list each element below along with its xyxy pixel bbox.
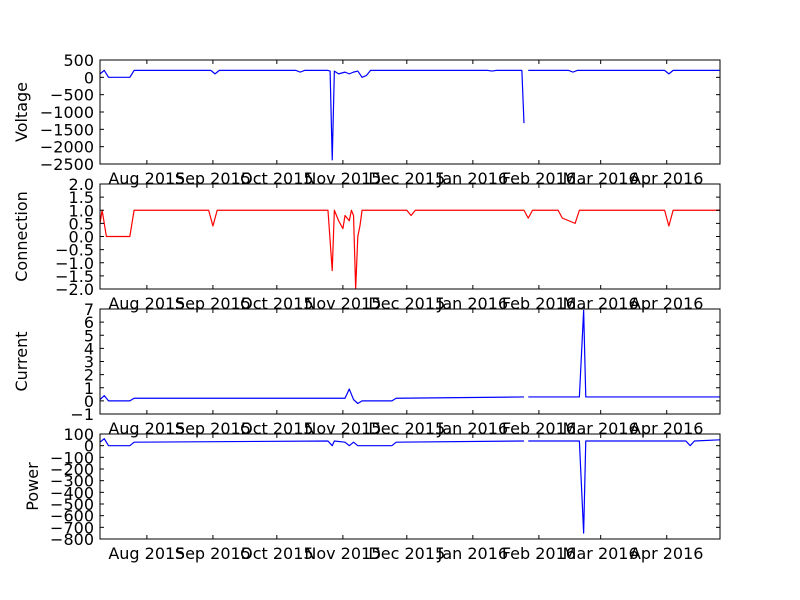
ytick-label: 100 [63,425,94,444]
ytick-label: 0 [84,68,94,87]
ytick-label: 2 [84,366,94,385]
xtick-label: Apr 2016 [630,544,703,563]
xtick-label: Oct 2015 [240,544,313,563]
ylabel-voltage: Voltage [12,82,31,142]
ytick-label: 500 [63,51,94,70]
xtick-label: Dec 2015 [368,544,445,563]
subplot-power: 1000−100−200−300−400−500−600−700−800 Aug … [23,425,721,563]
xtick-label: Apr 2016 [630,169,703,188]
ytick-label: 2.0 [69,175,94,194]
ytick-label: 0.0 [69,228,94,247]
ytick-label: 4 [84,339,94,358]
xtick-label: Dec 2015 [368,169,445,188]
xtick-label: Apr 2016 [630,419,703,438]
ytick-label: −200 [50,460,94,479]
series-line-current-segment-0 [100,388,524,405]
ytick-label: −400 [50,483,94,502]
xtick-label: Aug 2015 [108,419,185,438]
ytick-label: −0.5 [55,241,94,260]
ytick-label: 5 [84,326,94,345]
xtick-label: Sep 2015 [175,544,251,563]
xtick-label: Sep 2015 [175,169,251,188]
ytick-label: −300 [50,472,94,491]
xtick-label: Mar 2016 [563,544,639,563]
ytick-label: −500 [50,495,94,514]
series-line-power-segment-0 [100,438,524,447]
xtick-label: Feb 2016 [502,294,576,313]
ytick-label: −700 [50,518,94,537]
axes-frame [99,59,721,165]
subplot-connection: 2.01.51.00.50.0−0.5−1.0−1.5−2.0 Aug 2015S… [12,175,721,313]
ylabel-power: Power [23,462,42,511]
xtick-label: Jan 2016 [437,294,508,313]
xtick-label: Apr 2016 [630,294,703,313]
xtick-label: Nov 2015 [304,419,381,438]
xtick-label: Feb 2016 [502,544,576,563]
xtick-label: Sep 2015 [175,294,251,313]
ytick-label: 1.5 [69,188,94,207]
xtick-label: Feb 2016 [502,169,576,188]
ytick-label: −500 [50,86,94,105]
ytick-label: −1.0 [55,254,94,273]
ytick-label: −1.5 [55,267,94,286]
ytick-label: 0 [84,392,94,411]
xtick-label: Aug 2015 [108,294,185,313]
ytick-label: −1 [70,405,94,424]
xtick-label: Jan 2016 [437,419,508,438]
ytick-label: 1.0 [69,201,94,220]
xtick-label: Aug 2015 [108,544,185,563]
xtick-label: Oct 2015 [240,169,313,188]
ytick-label: −2.0 [55,280,94,299]
ytick-label: 1 [84,379,94,398]
ytick-label: −2500 [40,155,94,174]
series-line-current-segment-1 [528,309,720,398]
ytick-label: 0.5 [69,214,94,233]
axes-frame [99,183,721,290]
xtick-label: Aug 2015 [108,169,185,188]
axes-frame [99,433,721,540]
ytick-label: 3 [84,353,94,372]
xtick-label: Oct 2015 [240,419,313,438]
series-line-voltage-segment-1 [528,69,720,75]
xtick-label: Dec 2015 [368,294,445,313]
ytick-label: −1500 [40,120,94,139]
xtick-label: Mar 2016 [563,169,639,188]
ytick-label: −100 [50,448,94,467]
series-line-power-segment-1 [528,439,720,534]
xtick-label: Mar 2016 [563,294,639,313]
xtick-label: Nov 2015 [304,294,381,313]
xtick-label: Jan 2016 [437,544,508,563]
xtick-label: Sep 2015 [175,419,251,438]
series-line-connection-segment-0 [100,209,720,289]
xtick-label: Mar 2016 [563,419,639,438]
series-line-voltage-segment-0 [100,69,525,161]
ytick-label: 6 [84,313,94,332]
ytick-label: −1000 [40,103,94,122]
xtick-label: Jan 2016 [437,169,508,188]
xtick-label: Feb 2016 [502,419,576,438]
ytick-label: −2000 [40,138,94,157]
xtick-label: Nov 2015 [304,169,381,188]
xtick-label: Nov 2015 [304,544,381,563]
ytick-label: −600 [50,507,94,526]
xtick-label: Dec 2015 [368,419,445,438]
ylabel-connection: Connection [12,191,31,282]
xtick-label: Oct 2015 [240,294,313,313]
ytick-label: 7 [84,300,94,319]
ylabel-current: Current [12,331,31,391]
ytick-label: −800 [50,530,94,549]
ytick-label: 0 [84,437,94,456]
